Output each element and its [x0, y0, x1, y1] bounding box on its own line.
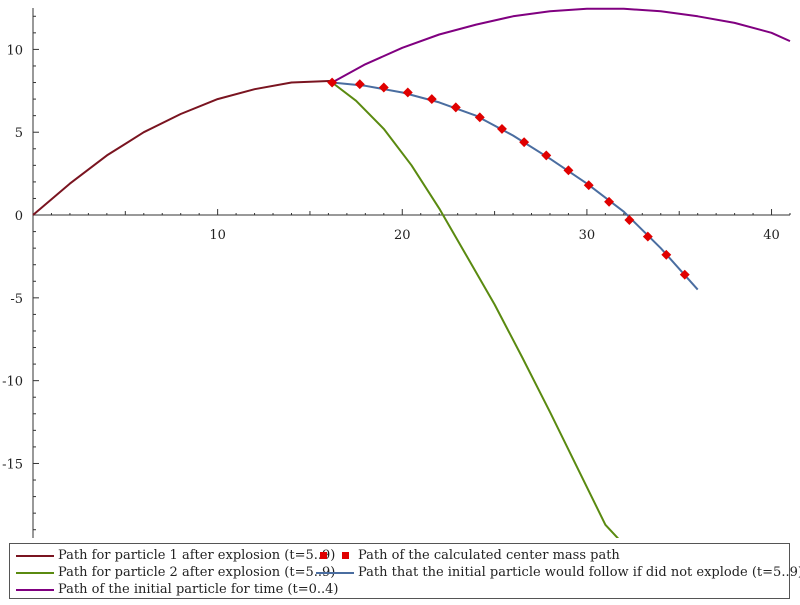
legend-swatch [16, 584, 54, 596]
legend-label: Path for particle 1 after explosion (t=5… [58, 548, 335, 563]
legend-label: Path of the calculated center mass path [358, 548, 620, 563]
series-line-3 [332, 83, 698, 290]
legend-item: Path that the initial particle would fol… [316, 565, 800, 580]
series-line-4 [332, 9, 790, 83]
x-tick-label: 10 [209, 228, 226, 243]
chart-plot: 10 20 30 40 10 5 0 -5 -10 -15 [0, 0, 800, 540]
series-layer [33, 9, 790, 540]
axes [33, 8, 790, 538]
legend-swatch [16, 567, 54, 579]
center-mass-point [427, 94, 437, 104]
y-tick-label: 0 [15, 209, 23, 224]
y-tick-label: 5 [15, 126, 23, 141]
y-tick-label: -15 [2, 457, 23, 472]
center-mass-point [475, 112, 485, 122]
legend-item: Path for particle 2 after explosion (t=5… [16, 565, 335, 580]
y-tick-label: 10 [6, 43, 23, 58]
series-line-2 [332, 83, 633, 541]
legend-label: Path that the initial particle would fol… [358, 565, 800, 580]
ticks-layer: 10 20 30 40 10 5 0 -5 -10 -15 [2, 16, 790, 529]
x-tick-label: 30 [579, 228, 596, 243]
y-tick-label: -10 [2, 375, 23, 390]
center-mass-point [624, 215, 634, 225]
legend-swatch [16, 550, 54, 562]
center-mass-point [379, 83, 389, 93]
center-mass-point [355, 79, 365, 89]
legend-label: Path of the initial particle for time (t… [58, 582, 338, 597]
y-tick-label: -5 [10, 292, 23, 307]
legend-item: Path of the initial particle for time (t… [16, 582, 338, 597]
legend-label: Path for particle 2 after explosion (t=5… [58, 565, 335, 580]
x-tick-label: 20 [394, 228, 411, 243]
center-mass-point [451, 102, 461, 112]
legend: Path for particle 1 after explosion (t=5… [9, 543, 790, 599]
legend-item: Path for particle 1 after explosion (t=5… [16, 548, 335, 563]
series-line-0 [33, 81, 332, 215]
legend-swatch [316, 550, 354, 562]
legend-swatch [316, 567, 354, 579]
x-tick-label: 40 [763, 228, 780, 243]
legend-item: Path of the calculated center mass path [316, 548, 620, 563]
